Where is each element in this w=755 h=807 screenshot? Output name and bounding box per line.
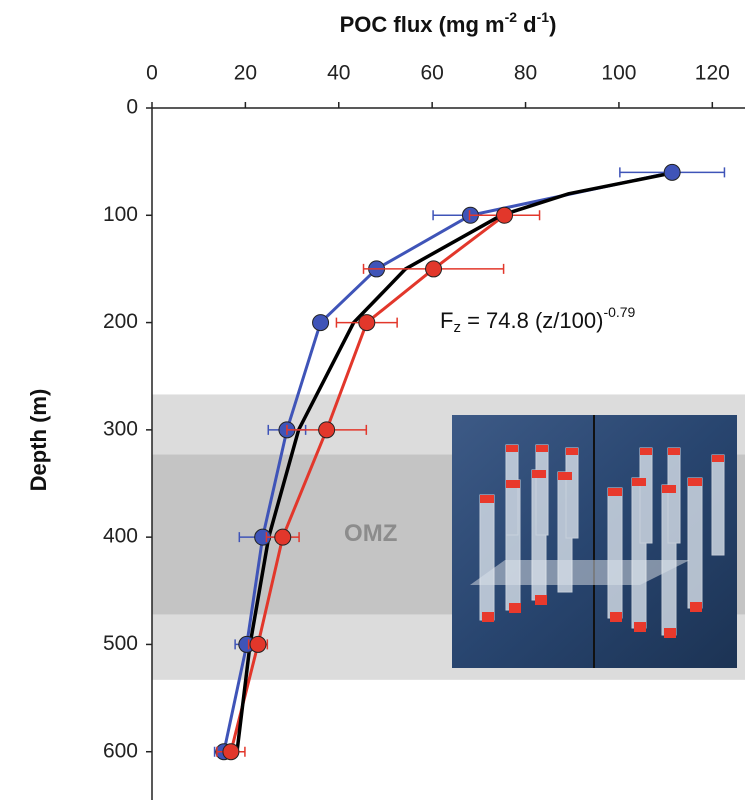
data-point bbox=[312, 314, 330, 332]
data-point bbox=[425, 260, 443, 278]
data-point bbox=[222, 743, 240, 761]
band-label: OMZ bbox=[344, 520, 397, 547]
eq-sup: -0.79 bbox=[603, 304, 635, 320]
data-point bbox=[663, 163, 681, 181]
x-tick-label: 20 bbox=[234, 62, 257, 85]
data-point bbox=[318, 421, 336, 439]
x-tick-label: 100 bbox=[601, 62, 636, 85]
photo-tubes bbox=[479, 444, 725, 636]
x-axis-title: POC flux (mg m-2 d-1) bbox=[340, 9, 557, 37]
x-tick-label: 60 bbox=[420, 62, 443, 85]
series-line bbox=[222, 170, 673, 753]
marks bbox=[213, 163, 726, 761]
x-tick-label: 0 bbox=[146, 62, 158, 85]
data-point bbox=[274, 528, 292, 546]
fit-equation: Fz = 74.8 (z/100)-0.79 bbox=[440, 304, 636, 336]
eq-sub: z bbox=[453, 319, 461, 336]
x-title-end: ) bbox=[549, 12, 556, 37]
y-axis-title: Depth (m) bbox=[26, 389, 51, 492]
eq-base: F bbox=[440, 308, 453, 333]
y-tick-label: 200 bbox=[103, 310, 138, 333]
y-tick-label: 600 bbox=[103, 739, 138, 762]
data-point bbox=[358, 314, 376, 332]
data-point bbox=[249, 635, 267, 653]
x-title-main: POC flux (mg m bbox=[340, 12, 505, 37]
eq-main: = 74.8 (z/100) bbox=[461, 308, 603, 333]
y-tick-label: 100 bbox=[103, 203, 138, 226]
x-title-sup: -1 bbox=[537, 9, 550, 25]
axes: 0 20 40 60 80 100 120 0 100 200 300 400 500 600 bbox=[103, 62, 745, 800]
x-title-sup: -2 bbox=[505, 9, 518, 25]
trap-photo bbox=[452, 415, 737, 668]
y-tick-label: 500 bbox=[103, 632, 138, 655]
y-tick-label: 300 bbox=[103, 417, 138, 440]
y-tick-label: 400 bbox=[103, 525, 138, 548]
x-tick-label: 120 bbox=[695, 62, 730, 85]
x-tick-label: 40 bbox=[327, 62, 350, 85]
x-tick-label: 80 bbox=[514, 62, 537, 85]
data-point bbox=[496, 206, 514, 224]
y-tick-label: 0 bbox=[126, 96, 138, 119]
photo-caps bbox=[480, 445, 724, 638]
x-title-mid: d bbox=[517, 12, 537, 37]
